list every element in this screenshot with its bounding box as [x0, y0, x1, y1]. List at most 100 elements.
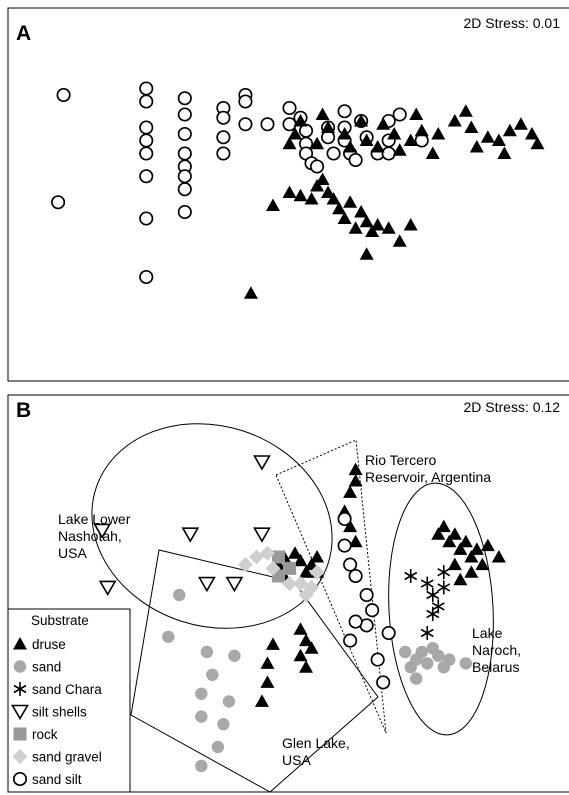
panel-a-open-circle-point [392, 107, 407, 122]
panel-b-sand-silt-point [381, 625, 396, 641]
panel-a-points [51, 81, 545, 299]
panel-b-druse-point [348, 474, 363, 487]
panel-b-sand-Chara-point [426, 588, 440, 602]
legend-entries: druse sand sand Chara silt shells rock sand g… [11, 637, 102, 787]
panel-a-filled-triangle-point [403, 133, 418, 146]
panel-a-open-circle-point [282, 100, 297, 116]
panel-a-open-circle-point [56, 87, 71, 103]
legend-label-sand-Chara: sand Chara [32, 682, 102, 697]
panel-a-filled-triangle-point [359, 247, 374, 260]
panel-b-sand-point [432, 649, 445, 662]
panel-b-silt-shells-point [225, 576, 244, 593]
panel-a-filled-triangle-point [337, 127, 352, 140]
panel-a-open-circle-point [51, 195, 66, 210]
legend-label-silt-shells: silt shells [32, 705, 87, 720]
panel-a-filled-triangle-point [315, 107, 330, 120]
panel-b-sand-point [217, 718, 230, 731]
panel-b-sand-point [206, 668, 219, 681]
panel-b-druse-point [453, 572, 468, 586]
panel-b-sand-point [410, 672, 423, 685]
panel-a-filled-triangle-point [414, 123, 429, 137]
panel-a-filled-triangle-point [524, 127, 539, 140]
panel-b-druse-point [442, 534, 457, 548]
panel-b-points [93, 455, 506, 773]
panel-b-druse-point [348, 462, 363, 476]
panel-b-sand-silt-point [337, 511, 352, 527]
panel-a-open-circle-point [381, 146, 396, 161]
panel-a-filled-triangle-point [403, 218, 418, 231]
panel-a-open-circle-point [177, 91, 192, 106]
panel-a-filled-triangle-point [447, 114, 462, 127]
panel-a-filled-triangle-point [365, 224, 380, 237]
panel-a-open-circle-point [139, 169, 154, 184]
panel-b-druse-point [288, 546, 303, 559]
panel-a-open-circle-point [238, 117, 253, 132]
panel-b-druse-point [469, 542, 484, 555]
panel-b-druse-point [436, 519, 451, 533]
panel-a-open-circle-point [139, 120, 154, 135]
panel-a-filled-triangle-point [243, 286, 258, 299]
panel-a-stress: 2D Stress: 0.01 [464, 15, 561, 31]
panel-b-sand-point [459, 657, 473, 670]
panel-a-open-circle-point [326, 146, 341, 161]
panel-b-sand-gravel-point [282, 576, 297, 592]
panel-b-druse-point [265, 637, 280, 650]
panel-b-sand-silt-point [348, 614, 363, 629]
panel-b-druse-point [453, 542, 468, 555]
panel-b-sand-Chara-point [437, 580, 451, 595]
panel-a-filled-triangle-point [392, 234, 407, 247]
panel-b-druse-point [299, 660, 314, 673]
panel-a-filled-triangle-point [530, 136, 545, 150]
panel-b-sand-point [200, 645, 214, 659]
legend-marker-rock [13, 727, 27, 741]
panel-b-sand-gravel-point [259, 545, 275, 561]
panel-a-open-circle-point [177, 126, 192, 142]
panel-a-open-circle-point [260, 117, 275, 132]
panel-a-filled-triangle-point [392, 143, 407, 156]
legend-marker-druse [13, 637, 27, 650]
panel-a-filled-triangle-point [293, 188, 308, 202]
panel-b-sand-point [399, 645, 412, 659]
panel-a-filled-triangle-point [310, 179, 325, 192]
panel-b-sand-point [173, 588, 186, 602]
legend-label-rock: rock [32, 727, 58, 742]
panel-a-open-circle-point [216, 130, 231, 145]
panel-b-sand-point [421, 657, 434, 670]
panel-b-druse-point [431, 527, 446, 540]
panel-a-filled-triangle-point [387, 127, 402, 140]
panel-a-open-circle-point [238, 94, 253, 109]
panel-b-sand-silt-point [365, 603, 380, 618]
panel-b-sand-point [415, 645, 428, 659]
panel-b-sand-Chara-point [420, 626, 434, 640]
panel-b-rock-point [271, 550, 285, 564]
panel-a-filled-triangle-point [458, 104, 473, 117]
panel-a-filled-triangle-point [321, 185, 336, 198]
panel-b-sand-silt-point [348, 568, 363, 584]
panel-a-filled-triangle-point [293, 114, 308, 127]
panel-b-silt-shells-point [181, 527, 200, 543]
panel-b-letter: B [16, 399, 31, 422]
panel-b-sand-point [222, 695, 236, 708]
panel-a-open-circle-point [177, 169, 192, 184]
panel-b-druse-point [260, 675, 275, 688]
panel-b-druse-point [464, 550, 479, 563]
panel-a-filled-triangle-point [343, 140, 358, 153]
glen-lake-polygon [130, 549, 379, 792]
panel-a-open-circle-point [216, 146, 231, 161]
legend-marker-sand-Chara [13, 682, 27, 696]
panel-b-sand-gravel-point [309, 564, 325, 580]
panel-b-druse-point [293, 648, 308, 662]
panel-a-filled-triangle-point [431, 127, 446, 140]
panel-b-druse-point [304, 641, 319, 654]
glen-lake-label: Glen Lake, USA [282, 735, 354, 768]
panel-a-filled-triangle-point [304, 192, 319, 205]
panel-a-filled-triangle-point [370, 218, 385, 231]
legend-label-sand: sand [32, 660, 61, 675]
panel-b-druse-point [254, 694, 269, 707]
panel-b-sand-Chara-point [426, 607, 440, 621]
panel-b-sand-gravel-point [265, 560, 281, 576]
lake-naroch-label: Lake Naroch, Belarus [472, 625, 525, 675]
panel-b-silt-shells-point [98, 580, 117, 597]
panel-a-filled-triangle-point [469, 140, 484, 153]
